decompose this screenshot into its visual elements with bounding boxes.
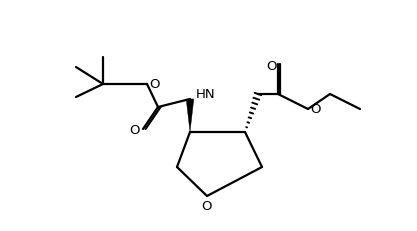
Text: O: O [150,78,160,91]
Text: HN: HN [196,88,216,101]
Polygon shape [186,100,194,132]
Text: O: O [130,123,140,136]
Text: O: O [202,200,212,213]
Text: O: O [311,103,321,116]
Text: O: O [267,60,277,73]
